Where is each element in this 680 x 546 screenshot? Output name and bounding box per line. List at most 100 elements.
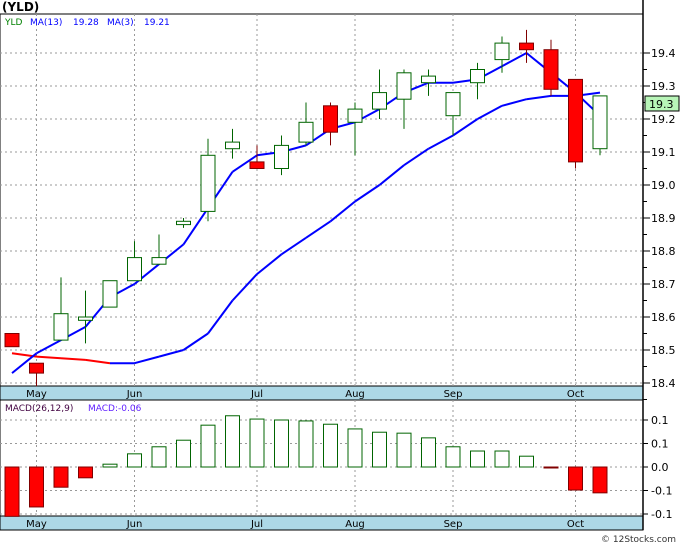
month-label: Sep: [444, 519, 463, 530]
candle-body: [225, 141, 240, 150]
current-price: 19.3: [649, 98, 674, 111]
macd-bar: [225, 415, 240, 468]
candle-body: [127, 257, 142, 282]
candle-body: [519, 42, 534, 51]
ma13-line-segment: [231, 273, 258, 302]
chart-title: (YLD): [2, 0, 39, 14]
month-label: Oct: [567, 389, 584, 400]
macd-bar: [396, 432, 412, 468]
price-tick-label: 18.4: [651, 377, 676, 390]
ma13-line-segment: [182, 332, 209, 351]
candle-body: [29, 362, 44, 374]
current-price-box: [644, 95, 680, 112]
month-label: Jun: [126, 389, 143, 400]
ma13-line-segment: [305, 220, 332, 239]
macd-tick-label: 0.1: [651, 438, 669, 451]
macd-bar: [421, 437, 436, 468]
macd-legend-value: MACD:-0.06: [88, 404, 142, 414]
candle-body: [249, 161, 265, 169]
candle-body: [372, 92, 387, 110]
legend-ma3-label: MA(3): [107, 18, 134, 28]
ma13-line-segment: [85, 358, 111, 365]
candle-body: [396, 72, 412, 100]
macd-panel-border: [0, 399, 644, 517]
candle-body: [592, 95, 608, 150]
ma13-line-segment: [256, 253, 283, 275]
macd-bar: [298, 420, 314, 468]
macd-bar: [494, 450, 510, 468]
price-tick-label: 18.9: [651, 212, 676, 225]
macd-bar: [78, 466, 93, 479]
ma3-line-segment: [501, 52, 527, 68]
ma13-line-segment: [60, 357, 86, 361]
ma13-line-segment: [207, 299, 234, 335]
month-label: Jul: [250, 519, 263, 530]
ma13-line-segment: [477, 104, 503, 120]
price-tick-label: 18.5: [651, 344, 676, 357]
macd-bar: [568, 466, 583, 491]
candle-body: [543, 49, 559, 90]
macd-bar: [53, 466, 69, 488]
month-label: Sep: [444, 389, 463, 400]
candle-body: [176, 220, 191, 226]
price-tick-label: 18.8: [651, 245, 676, 258]
price-tick-label: 19.1: [651, 146, 676, 159]
ma13-line-segment: [158, 349, 184, 358]
macd-legend-label: MACD(26,12,9): [5, 404, 73, 414]
candle-body: [151, 257, 167, 265]
macd-bar: [4, 466, 20, 517]
ma13-line-segment: [428, 134, 454, 150]
legend-ma13-label: MA(13): [30, 18, 62, 28]
month-label: Oct: [567, 519, 584, 530]
macd-tick-label: -0.1: [651, 508, 672, 521]
ma13-line-segment: [354, 184, 381, 203]
ma13-line-segment: [36, 355, 62, 360]
ma3-line-segment: [231, 154, 258, 173]
candle-body: [200, 154, 216, 212]
candle-body: [4, 333, 20, 348]
macd-tick-label: 0.1: [651, 414, 669, 427]
macd-bar: [372, 431, 387, 468]
month-label: Jul: [250, 389, 263, 400]
macd-tick-label: 0.0: [651, 461, 669, 474]
price-panel-border: [0, 13, 644, 387]
candle-body: [53, 313, 69, 341]
legend-symbol: YLD: [4, 18, 23, 28]
macd-tick-label: -0.1: [651, 485, 672, 498]
ma13-line-segment: [329, 200, 356, 223]
macd-bar: [543, 466, 559, 469]
candle-body: [274, 144, 289, 169]
ma3-line-segment: [36, 339, 62, 355]
month-label: May: [26, 519, 47, 530]
ma13-line-segment: [501, 98, 527, 107]
macd-bar: [347, 428, 363, 468]
footer-copyright: © 12Stocks.com: [601, 535, 676, 545]
macd-bar: [445, 446, 461, 468]
candle-body: [102, 280, 118, 308]
candle-body: [568, 78, 583, 163]
ma13-line-segment: [403, 147, 430, 167]
candle-body: [470, 69, 485, 84]
price-tick-label: 18.6: [651, 311, 676, 324]
candle-body: [323, 105, 338, 133]
macd-bar: [200, 424, 216, 468]
month-label: May: [26, 389, 47, 400]
candle-body: [347, 108, 363, 123]
ma13-line-segment: [280, 236, 307, 256]
macd-bar: [29, 466, 44, 508]
ma3-line-segment: [11, 352, 38, 374]
macd-bar: [176, 439, 191, 468]
macd-bar: [323, 423, 338, 468]
month-label: Aug: [345, 389, 365, 400]
month-label: Aug: [345, 519, 365, 530]
macd-bar: [151, 446, 167, 468]
macd-bar: [592, 466, 608, 494]
macd-bar: [249, 418, 265, 468]
month-label: Jun: [126, 519, 143, 530]
macd-bar: [470, 450, 485, 468]
candle-body: [445, 92, 461, 117]
candle-body: [494, 42, 510, 61]
ma13-line-segment: [378, 164, 405, 186]
